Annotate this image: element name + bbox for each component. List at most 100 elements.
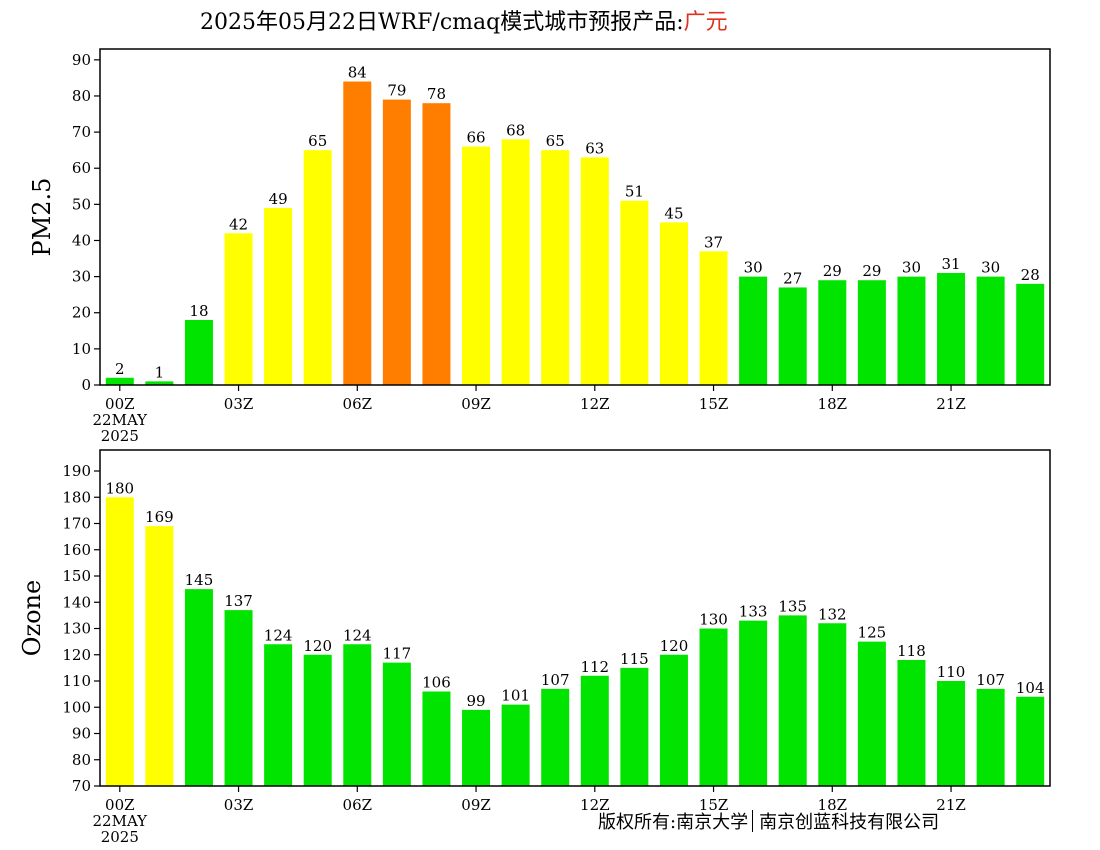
- data-label-0-4: 49: [269, 190, 288, 208]
- data-label-0-10: 68: [506, 121, 525, 139]
- bar-1-1: [145, 526, 174, 786]
- bar-1-7: [382, 662, 411, 786]
- y-tick-label: 40: [72, 231, 91, 249]
- pm25-chart: 2 1 18 42 49 65 84 79 78 66 68 65 63 51 45 37 30 27 29 29 30…: [28, 48, 1051, 445]
- y-tick-label: 70: [72, 123, 91, 141]
- y-tick-label: 170: [62, 515, 91, 533]
- y-tick-label: 90: [72, 51, 91, 69]
- bar-0-18: [818, 280, 847, 385]
- x-tick-label: 2025: [101, 427, 139, 445]
- data-label-0-8: 78: [427, 85, 446, 103]
- bar-0-13: [620, 200, 649, 385]
- x-tick-label: 22MAY: [93, 812, 149, 830]
- y-tick-label: 160: [62, 541, 91, 559]
- bar-0-7: [382, 99, 411, 386]
- data-label-1-18: 132: [818, 605, 847, 623]
- bar-1-20: [897, 660, 926, 786]
- x-tick-label: 18Z: [818, 796, 848, 814]
- bar-0-0: [105, 377, 134, 385]
- y-tick-label: 150: [62, 567, 91, 585]
- bar-1-14: [659, 654, 688, 786]
- bar-0-4: [264, 207, 293, 385]
- data-label-1-22: 107: [976, 671, 1005, 689]
- data-label-0-17: 27: [783, 269, 802, 287]
- bar-1-5: [303, 654, 332, 786]
- data-label-1-19: 125: [858, 624, 887, 642]
- y-tick-label: 50: [72, 195, 91, 213]
- data-label-1-10: 101: [501, 687, 530, 705]
- x-tick-label: 09Z: [461, 395, 491, 413]
- data-label-1-3: 137: [224, 592, 253, 610]
- data-label-1-7: 117: [383, 645, 412, 663]
- title-city: 广元: [683, 10, 728, 35]
- bar-0-9: [462, 146, 491, 385]
- data-label-0-11: 65: [546, 132, 565, 150]
- bar-0-22: [976, 276, 1005, 385]
- bar-0-3: [224, 233, 253, 385]
- y-tick-label: 140: [62, 593, 91, 611]
- bar-1-21: [937, 681, 966, 786]
- y-axis-label: Ozone: [18, 580, 46, 656]
- x-tick-label: 18Z: [818, 395, 848, 413]
- bar-1-2: [184, 589, 213, 786]
- data-label-0-1: 1: [155, 363, 165, 381]
- copyright-divider: [752, 810, 754, 832]
- data-label-0-0: 2: [115, 360, 125, 378]
- data-label-1-15: 130: [699, 611, 728, 629]
- y-tick-label: 180: [62, 488, 91, 506]
- y-axis-label: PM2.5: [28, 178, 56, 257]
- y-tick-label: 80: [72, 751, 91, 769]
- chart-title: 2025年05月22日WRF/cmaq模式城市预报产品:广元: [200, 4, 728, 36]
- data-label-0-9: 66: [466, 129, 485, 147]
- bar-1-4: [264, 644, 293, 786]
- copyright-left: 版权所有:南京大学: [598, 812, 749, 833]
- y-tick-label: 30: [72, 268, 91, 286]
- y-tick-label: 60: [72, 159, 91, 177]
- x-tick-label: 21Z: [936, 395, 966, 413]
- data-label-1-2: 145: [185, 571, 214, 589]
- data-label-0-3: 42: [229, 215, 248, 233]
- y-tick-label: 20: [72, 304, 91, 322]
- bar-1-19: [857, 641, 886, 786]
- data-label-1-21: 110: [937, 663, 966, 681]
- x-tick-label: 15Z: [699, 395, 729, 413]
- x-tick-label: 12Z: [580, 395, 610, 413]
- data-label-0-7: 79: [387, 82, 406, 100]
- bar-1-9: [462, 709, 491, 786]
- bar-1-16: [739, 620, 768, 786]
- data-label-1-0: 180: [105, 479, 134, 497]
- data-label-1-8: 106: [422, 674, 451, 692]
- data-label-0-13: 51: [625, 183, 644, 201]
- y-tick-label: 100: [62, 698, 91, 716]
- bar-1-10: [501, 704, 530, 786]
- bar-0-15: [699, 251, 728, 385]
- x-tick-label: 22MAY: [93, 411, 149, 429]
- data-label-0-14: 45: [664, 204, 683, 222]
- x-tick-label: 06Z: [343, 796, 373, 814]
- data-label-1-23: 104: [1016, 679, 1045, 697]
- x-tick-label: 06Z: [343, 395, 373, 413]
- bar-0-19: [857, 280, 886, 385]
- bar-0-2: [184, 319, 213, 385]
- x-tick-label: 09Z: [461, 796, 491, 814]
- bar-1-22: [976, 688, 1005, 786]
- data-label-1-1: 169: [145, 508, 174, 526]
- x-tick-label: 03Z: [224, 796, 254, 814]
- bar-0-21: [937, 273, 966, 385]
- x-tick-label: 03Z: [224, 395, 254, 413]
- y-tick-label: 70: [72, 777, 91, 795]
- x-tick-label: 21Z: [936, 796, 966, 814]
- title-prefix: 2025年05月22日WRF/cmaq模式城市预报产品:: [200, 10, 684, 35]
- data-label-0-12: 63: [585, 139, 604, 157]
- data-label-0-6: 84: [348, 64, 367, 82]
- data-label-0-2: 18: [189, 302, 208, 320]
- bar-0-16: [739, 276, 768, 385]
- data-label-1-16: 133: [739, 603, 768, 621]
- y-tick-label: 10: [72, 340, 91, 358]
- bar-0-17: [778, 287, 807, 385]
- data-label-1-9: 99: [466, 692, 485, 710]
- y-tick-label: 80: [72, 87, 91, 105]
- bar-0-23: [1016, 283, 1045, 385]
- bar-0-14: [659, 222, 688, 385]
- data-label-1-4: 124: [264, 626, 293, 644]
